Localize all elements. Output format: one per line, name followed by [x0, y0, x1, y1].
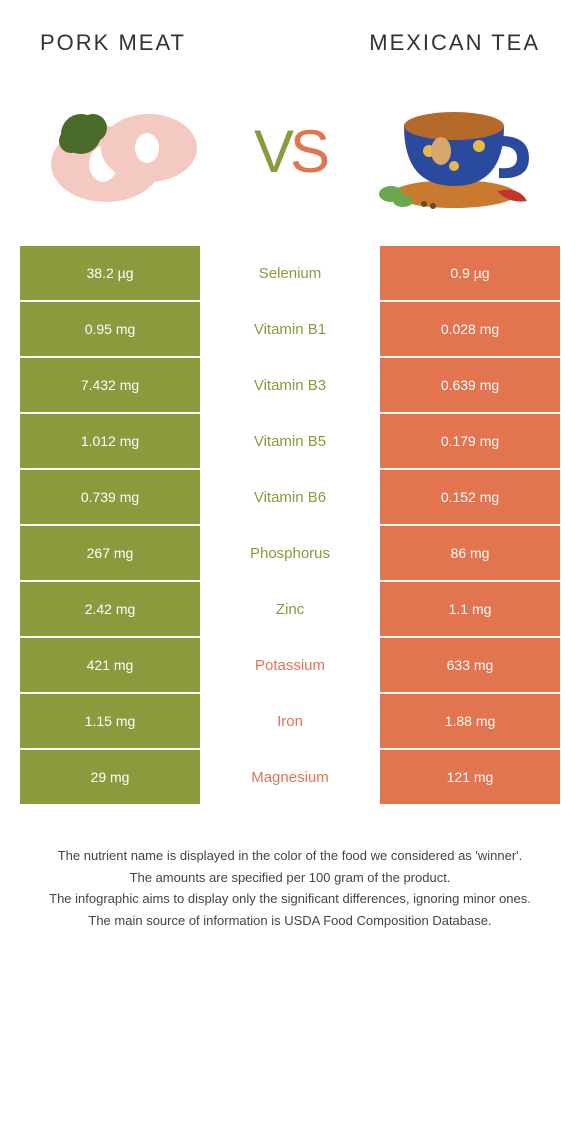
pork-meat-image [41, 86, 211, 216]
mexican-tea-image [369, 86, 539, 216]
right-value-cell: 121 mg [380, 750, 560, 804]
right-value-cell: 0.9 µg [380, 246, 560, 300]
left-value-cell: 38.2 µg [20, 246, 200, 300]
nutrient-label: Phosphorus [200, 526, 380, 580]
left-value-cell: 421 mg [20, 638, 200, 692]
left-value-cell: 0.739 mg [20, 470, 200, 524]
nutrient-row: 7.432 mgVitamin B30.639 mg [20, 358, 560, 412]
nutrient-label: Potassium [200, 638, 380, 692]
right-value-cell: 0.179 mg [380, 414, 560, 468]
vs-label: VS [254, 117, 326, 186]
images-row: VS [0, 66, 580, 246]
nutrient-label: Vitamin B5 [200, 414, 380, 468]
left-food-title: Pork meat [40, 30, 186, 56]
left-value-cell: 29 mg [20, 750, 200, 804]
footer-line-1: The nutrient name is displayed in the co… [30, 846, 550, 866]
left-value-cell: 267 mg [20, 526, 200, 580]
nutrient-row: 1.012 mgVitamin B50.179 mg [20, 414, 560, 468]
nutrient-row: 38.2 µgSelenium0.9 µg [20, 246, 560, 300]
nutrient-row: 29 mgMagnesium121 mg [20, 750, 560, 804]
nutrient-label: Selenium [200, 246, 380, 300]
nutrient-label: Zinc [200, 582, 380, 636]
footer-notes: The nutrient name is displayed in the co… [0, 806, 580, 930]
left-value-cell: 1.012 mg [20, 414, 200, 468]
nutrient-row: 0.95 mgVitamin B10.028 mg [20, 302, 560, 356]
nutrient-row: 1.15 mgIron1.88 mg [20, 694, 560, 748]
footer-line-4: The main source of information is USDA F… [30, 911, 550, 931]
nutrient-label: Iron [200, 694, 380, 748]
left-value-cell: 0.95 mg [20, 302, 200, 356]
right-value-cell: 0.639 mg [380, 358, 560, 412]
right-value-cell: 1.88 mg [380, 694, 560, 748]
nutrient-row: 2.42 mgZinc1.1 mg [20, 582, 560, 636]
right-food-title: Mexican tea [369, 30, 540, 56]
header: Pork meat Mexican tea [0, 0, 580, 66]
nutrient-label: Vitamin B1 [200, 302, 380, 356]
right-value-cell: 0.152 mg [380, 470, 560, 524]
nutrient-table: 38.2 µgSelenium0.9 µg0.95 mgVitamin B10.… [0, 246, 580, 804]
nutrient-row: 421 mgPotassium633 mg [20, 638, 560, 692]
right-value-cell: 1.1 mg [380, 582, 560, 636]
nutrient-row: 0.739 mgVitamin B60.152 mg [20, 470, 560, 524]
vs-v: V [254, 118, 290, 185]
left-value-cell: 7.432 mg [20, 358, 200, 412]
footer-line-2: The amounts are specified per 100 gram o… [30, 868, 550, 888]
left-value-cell: 1.15 mg [20, 694, 200, 748]
left-value-cell: 2.42 mg [20, 582, 200, 636]
nutrient-label: Vitamin B6 [200, 470, 380, 524]
footer-line-3: The infographic aims to display only the… [30, 889, 550, 909]
vs-s: S [290, 118, 326, 185]
nutrient-label: Vitamin B3 [200, 358, 380, 412]
nutrient-label: Magnesium [200, 750, 380, 804]
right-value-cell: 633 mg [380, 638, 560, 692]
right-value-cell: 86 mg [380, 526, 560, 580]
nutrient-row: 267 mgPhosphorus86 mg [20, 526, 560, 580]
right-value-cell: 0.028 mg [380, 302, 560, 356]
